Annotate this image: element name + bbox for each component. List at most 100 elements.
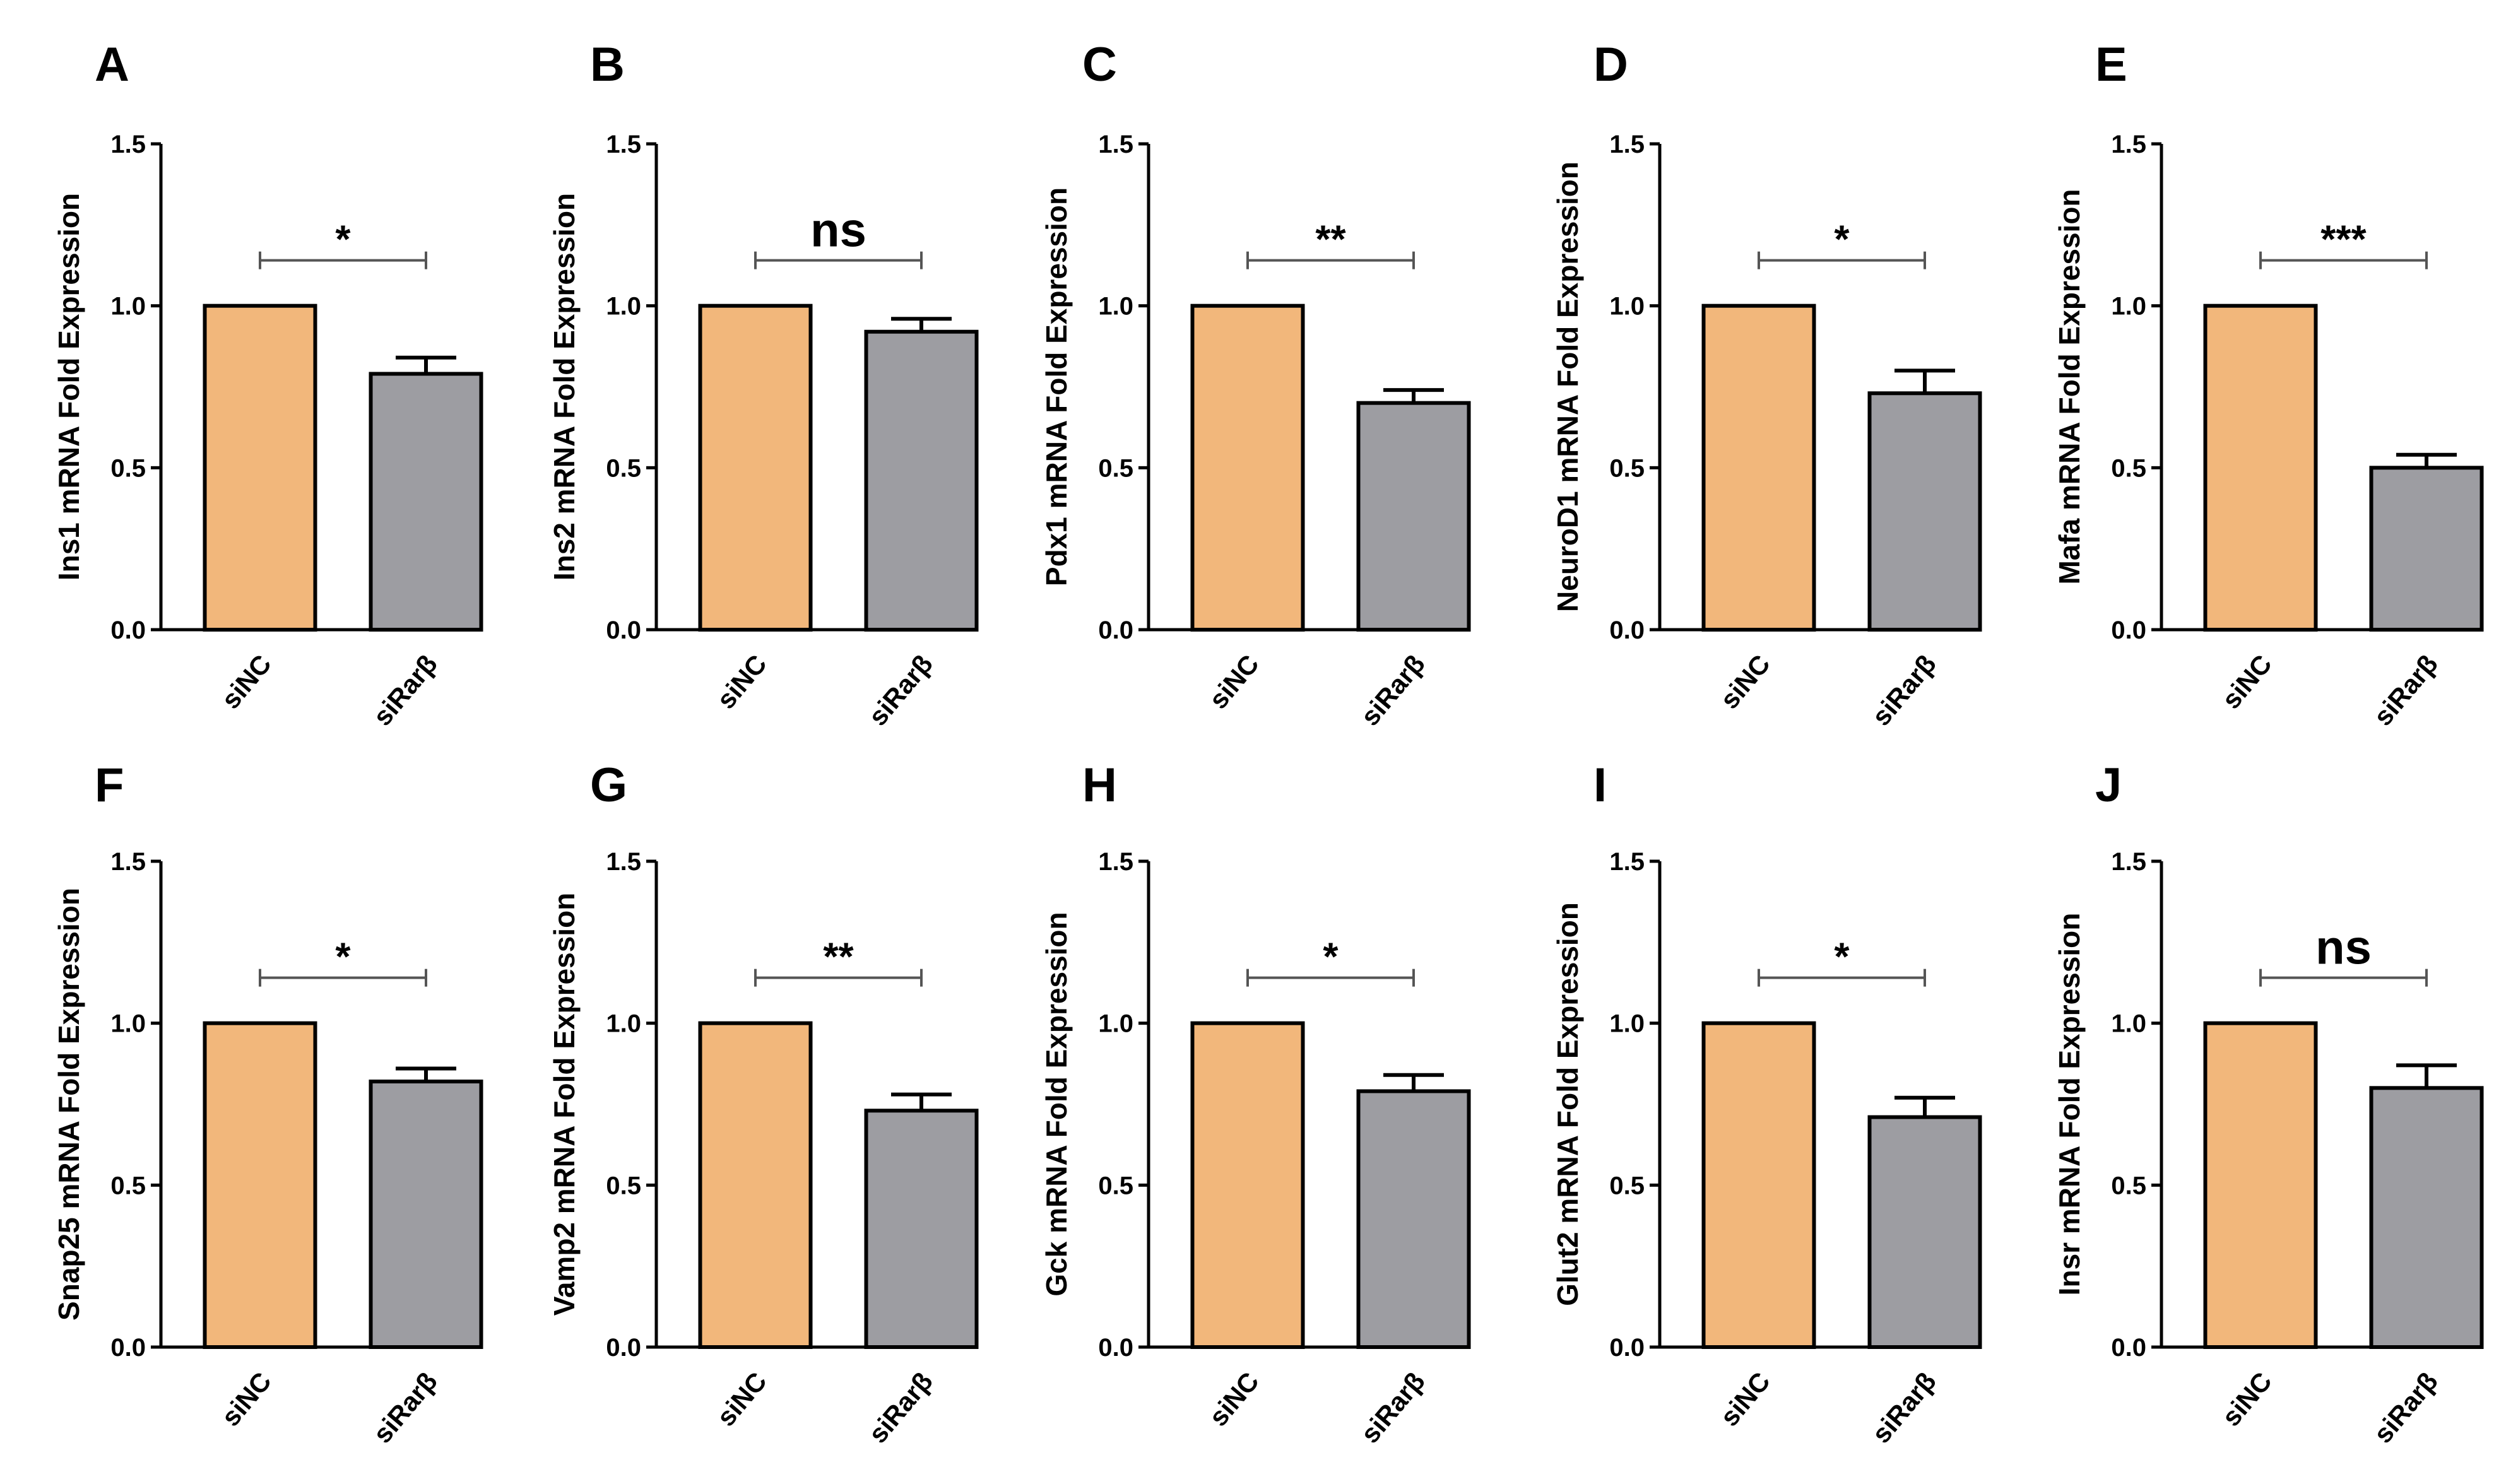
panel-j-tick-label-2: 1.0 xyxy=(2111,1010,2146,1038)
panel-c-tick-label-2: 1.0 xyxy=(1098,293,1133,321)
panel-e-significance: *** xyxy=(2320,218,2367,262)
panel-g-bar-sinc xyxy=(698,1021,813,1349)
panel-a-tick-label-2: 1.0 xyxy=(110,293,146,321)
panel-i-bar-sinc xyxy=(1701,1021,1816,1349)
panel-d-tick-label-2: 1.0 xyxy=(1609,293,1645,321)
panel-b-bar-sirarb xyxy=(864,329,979,632)
panel-a-tick-label-1: 0.5 xyxy=(110,454,146,482)
panel-a-category-1: siRarβ xyxy=(367,649,443,731)
panel-g-tick-label-0: 0.0 xyxy=(606,1334,641,1362)
panel-g: G 0.0 0.5 1.0 1.5 Vamp2 mRNA Fold Expression s… xyxy=(548,758,979,1449)
panel-a-significance: * xyxy=(335,218,351,262)
panel-a-tick-label-3: 1.5 xyxy=(110,131,146,158)
panel-d-significance: * xyxy=(1834,218,1850,262)
panel-i-tick-label-2: 1.0 xyxy=(1609,1010,1645,1038)
panel-b-tick-label-0: 0.0 xyxy=(606,616,641,644)
panel-i-significance: * xyxy=(1834,936,1850,979)
panel-i-bar-sirarb xyxy=(1867,1115,1982,1349)
panel-b: B 0.0 0.5 1.0 1.5 Ins2 mRNA Fold Expression si… xyxy=(548,38,979,731)
panel-j-tick-label-0: 0.0 xyxy=(2111,1334,2146,1362)
panel-f-bar-sirarb xyxy=(369,1080,483,1349)
panel-e-tick-label-2: 1.0 xyxy=(2111,293,2146,321)
panel-c-tick-label-3: 1.5 xyxy=(1098,131,1133,158)
panel-h-bar-sirarb xyxy=(1356,1089,1471,1349)
panel-b-category-0: siNC xyxy=(711,649,772,715)
panel-h-tick-label-3: 1.5 xyxy=(1098,848,1133,876)
panel-i-tick-label-0: 0.0 xyxy=(1609,1334,1645,1362)
panel-i-tick-label-1: 0.5 xyxy=(1609,1172,1645,1199)
panel-i-category-1: siRarβ xyxy=(1866,1367,1942,1449)
panel-e-category-0: siNC xyxy=(2216,649,2278,715)
panel-h-category-0: siNC xyxy=(1203,1367,1265,1432)
panel-g-ylabel: Vamp2 mRNA Fold Expression xyxy=(548,893,581,1316)
panel-d-letter: D xyxy=(1593,38,1628,91)
panel-c-category-0: siNC xyxy=(1203,649,1265,715)
panel-g-tick-label-2: 1.0 xyxy=(606,1010,641,1038)
panel-h: H 0.0 0.5 1.0 1.5 Gck mRNA Fold Expression siN… xyxy=(1040,758,1471,1449)
panel-j-bar-sirarb xyxy=(2369,1086,2484,1350)
panel-i-tick-label-3: 1.5 xyxy=(1609,848,1645,876)
panel-d-tick-label-0: 0.0 xyxy=(1609,616,1645,644)
panel-e-tick-label-1: 0.5 xyxy=(2111,454,2146,482)
panel-a-ylabel: Ins1 mRNA Fold Expression xyxy=(52,193,85,580)
panel-a-bar-sirarb xyxy=(369,372,483,632)
panel-f-letter: F xyxy=(95,758,124,812)
panel-e-category-1: siRarβ xyxy=(2368,649,2444,731)
panel-j-significance: ns xyxy=(2315,921,2372,975)
panel-a-letter: A xyxy=(95,38,129,91)
panel-h-letter: H xyxy=(1082,758,1117,812)
panel-f-significance: * xyxy=(335,936,351,979)
panel-b-category-1: siRarβ xyxy=(863,649,938,731)
panel-j-tick-label-3: 1.5 xyxy=(2111,848,2146,876)
panel-e-tick-label-0: 0.0 xyxy=(2111,616,2146,644)
panel-f-tick-label-0: 0.0 xyxy=(110,1334,146,1362)
panel-c-tick-label-1: 0.5 xyxy=(1098,454,1133,482)
panel-j: J 0.0 0.5 1.0 1.5 Insr mRNA Fold Expression si… xyxy=(2053,758,2484,1449)
panel-e-letter: E xyxy=(2095,38,2127,91)
panel-b-tick-label-2: 1.0 xyxy=(606,293,641,321)
panel-h-bar-sinc xyxy=(1190,1021,1305,1349)
panel-f-category-0: siNC xyxy=(215,1367,277,1432)
panel-i: I 0.0 0.5 1.0 1.5 Glut2 mRNA Fold Expression s… xyxy=(1551,758,1982,1449)
panel-a-category-0: siNC xyxy=(215,649,277,715)
panel-b-tick-label-3: 1.5 xyxy=(606,131,641,158)
panel-f-category-1: siRarβ xyxy=(367,1367,443,1449)
panel-e-ylabel: Mafa mRNA Fold Expression xyxy=(2053,189,2086,584)
panel-b-significance: ns xyxy=(810,204,866,257)
panel-b-bar-sinc xyxy=(698,303,813,632)
panel-f: F 0.0 0.5 1.0 1.5 Snap25 mRNA Fold Expression… xyxy=(52,758,483,1449)
panel-b-ylabel: Ins2 mRNA Fold Expression xyxy=(548,193,581,580)
panel-e: E 0.0 0.5 1.0 1.5 Mafa mRNA Fold Expression si… xyxy=(2053,38,2484,731)
panel-g-tick-label-1: 0.5 xyxy=(606,1172,641,1199)
panel-e-tick-label-3: 1.5 xyxy=(2111,131,2146,158)
panel-b-letter: B xyxy=(590,38,625,91)
panel-c-significance: ** xyxy=(1315,218,1346,262)
panel-g-bar-sirarb xyxy=(864,1109,979,1350)
panel-i-ylabel: Glut2 mRNA Fold Expression xyxy=(1551,902,1584,1306)
panel-d-category-1: siRarβ xyxy=(1866,649,1942,731)
panel-c-ylabel: Pdx1 mRNA Fold Expression xyxy=(1040,187,1073,586)
panel-e-bar-sinc xyxy=(2203,303,2318,632)
panel-i-letter: I xyxy=(1593,758,1607,812)
panel-c: C 0.0 0.5 1.0 1.5 Pdx1 mRNA Fold Expression si… xyxy=(1040,38,1471,731)
panel-c-letter: C xyxy=(1082,38,1117,91)
panel-d-tick-label-1: 0.5 xyxy=(1609,454,1645,482)
panel-j-tick-label-1: 0.5 xyxy=(2111,1172,2146,1199)
panel-f-tick-label-3: 1.5 xyxy=(110,848,146,876)
panel-f-tick-label-2: 1.0 xyxy=(110,1010,146,1038)
panel-a-bar-sinc xyxy=(203,303,317,632)
panel-f-ylabel: Snap25 mRNA Fold Expression xyxy=(52,888,85,1321)
panel-j-letter: J xyxy=(2095,758,2122,812)
panel-c-bar-sinc xyxy=(1190,303,1305,632)
panel-j-category-1: siRarβ xyxy=(2368,1367,2444,1449)
panel-a-tick-label-0: 0.0 xyxy=(110,616,146,644)
panel-d-category-0: siNC xyxy=(1714,649,1776,715)
panel-h-significance: * xyxy=(1323,936,1339,979)
panel-h-ylabel: Gck mRNA Fold Expression xyxy=(1040,912,1073,1296)
panel-b-tick-label-1: 0.5 xyxy=(606,454,641,482)
panel-g-category-1: siRarβ xyxy=(863,1367,938,1449)
panel-h-category-1: siRarβ xyxy=(1355,1367,1431,1449)
panel-g-category-0: siNC xyxy=(711,1367,772,1432)
panel-j-bar-sinc xyxy=(2203,1021,2318,1349)
